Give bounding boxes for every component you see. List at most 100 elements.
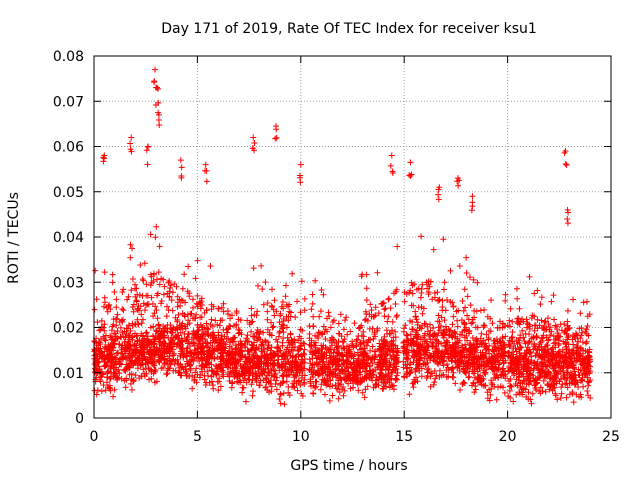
data-point [361,317,368,324]
data-point [193,365,200,372]
data-point [510,351,517,358]
data-point [118,355,125,362]
data-point [582,340,589,347]
data-point [381,306,388,313]
data-point [249,392,256,399]
data-point [368,307,375,314]
data-point [215,305,222,312]
data-point [100,324,107,331]
data-point [171,340,178,347]
data-point [383,357,390,364]
data-point [537,384,544,391]
data-point [243,335,250,342]
data-point [444,339,451,346]
data-point [450,313,457,320]
data-point [264,357,271,364]
data-point [113,304,120,311]
data-point [477,335,484,342]
data-point [561,358,568,365]
data-point [192,275,199,282]
data-point [410,354,417,361]
data-point [199,368,206,375]
data-point [366,311,373,318]
data-point [572,377,579,384]
data-point [522,340,529,347]
y-tick-label: 0.01 [53,366,84,382]
data-point [377,371,384,378]
data-point [293,366,300,373]
data-point [410,347,417,354]
data-point [167,343,174,350]
data-point [142,356,149,363]
data-point [298,364,305,371]
data-point [101,336,108,343]
data-point [335,358,342,365]
data-point [551,363,558,370]
data-point [254,364,261,371]
data-point [390,337,397,344]
data-point [362,368,369,375]
data-point [474,365,481,372]
data-point [569,336,576,343]
data-point [421,338,428,345]
data-point [279,379,286,386]
peak-point [202,161,209,168]
peak-point [455,182,462,189]
data-point [512,356,519,363]
peak-point [564,216,571,223]
data-point [268,302,275,309]
data-point [383,372,390,379]
data-point [276,329,283,336]
data-point [173,323,180,330]
data-point [475,356,482,363]
data-point [147,324,154,331]
data-point [569,389,576,396]
data-point [470,276,477,283]
data-point [513,391,520,398]
data-point [355,387,362,394]
data-point [534,316,541,323]
data-point [423,347,430,354]
data-point [241,372,248,379]
data-point [525,380,532,387]
data-point [570,399,577,406]
data-point [577,335,584,342]
data-point [144,333,151,340]
data-point [102,337,109,344]
data-point [449,373,456,380]
data-point [278,303,285,310]
data-point [543,334,550,341]
data-point [580,362,587,369]
data-point [254,337,261,344]
data-point [562,340,569,347]
data-point [409,290,416,297]
data-point [420,305,427,312]
data-point [120,333,127,340]
data-point [92,267,99,274]
data-point [457,386,464,393]
peak-point [468,207,475,214]
data-point [519,380,526,387]
data-point [354,336,361,343]
data-point [569,379,576,386]
data-point [392,367,399,374]
data-point [120,307,127,314]
data-point [282,282,289,289]
data-point [264,365,271,372]
data-point [267,380,274,387]
data-point [164,328,171,335]
data-point [385,296,392,303]
data-point [104,352,111,359]
data-point [189,385,196,392]
data-point [450,374,457,381]
data-point [154,345,161,352]
data-point [114,350,121,357]
data-point [392,300,399,307]
data-point [366,362,373,369]
data-point [423,279,430,286]
data-point [237,356,244,363]
data-point [427,278,434,285]
data-point [189,296,196,303]
data-point [363,342,370,349]
data-point [481,322,488,329]
